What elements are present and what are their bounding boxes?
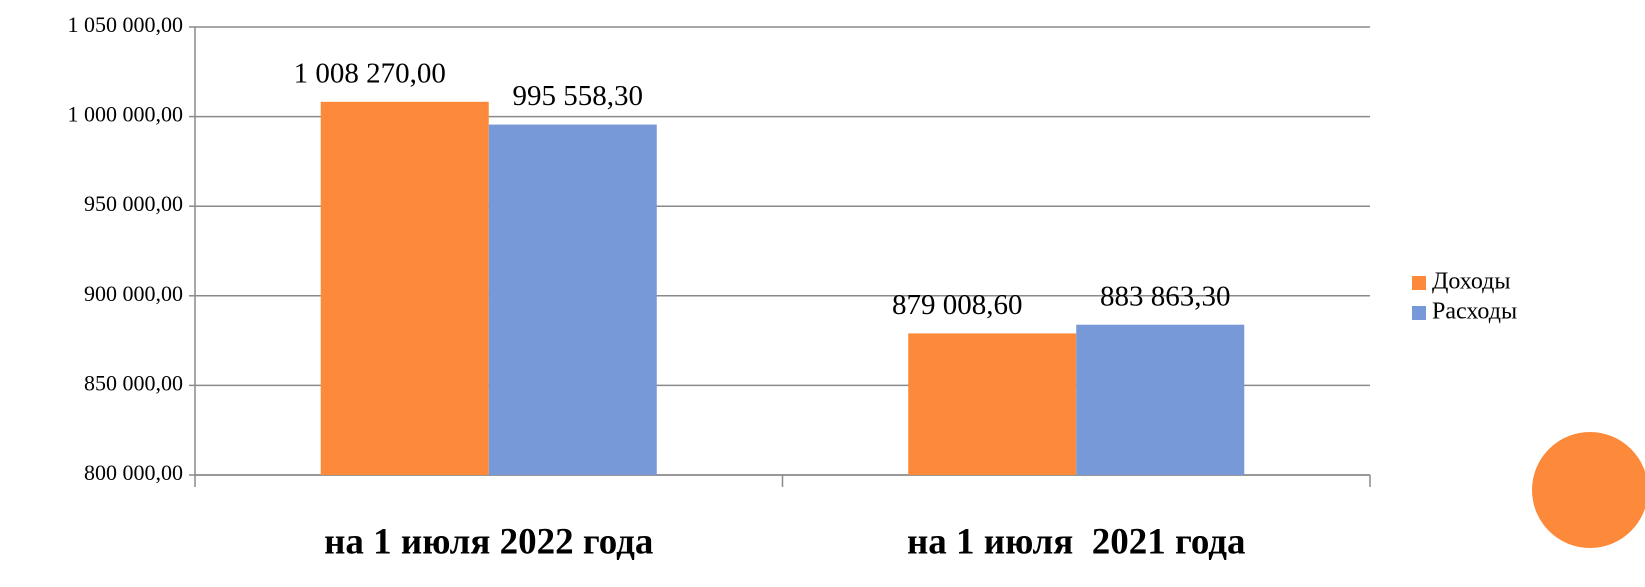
data-label: 995 558,30 <box>513 80 644 112</box>
y-tick-label: 800 000,00 <box>84 460 183 485</box>
y-tick-label: 950 000,00 <box>84 191 183 216</box>
x-tick-label: на 1 июля 2021 года <box>907 521 1246 562</box>
legend-label: Расходы <box>1432 299 1517 325</box>
y-tick-label: 1 050 000,00 <box>68 12 184 37</box>
bar <box>488 124 657 476</box>
data-label: 879 008,60 <box>892 289 1023 321</box>
bar <box>908 333 1077 475</box>
y-tick-label: 900 000,00 <box>84 281 183 306</box>
y-tick-label: 1 000 000,00 <box>68 102 184 127</box>
legend-swatch <box>1412 306 1426 320</box>
bar <box>1076 324 1245 475</box>
x-tick-label: на 1 июля 2022 года <box>324 521 653 562</box>
data-label: 883 863,30 <box>1100 280 1231 312</box>
y-tick-label: 850 000,00 <box>84 370 183 395</box>
bar <box>320 101 489 476</box>
legend-label: Доходы <box>1432 269 1511 295</box>
data-label: 1 008 270,00 <box>294 57 446 89</box>
decoration <box>1532 432 1645 548</box>
legend-swatch <box>1412 276 1426 290</box>
